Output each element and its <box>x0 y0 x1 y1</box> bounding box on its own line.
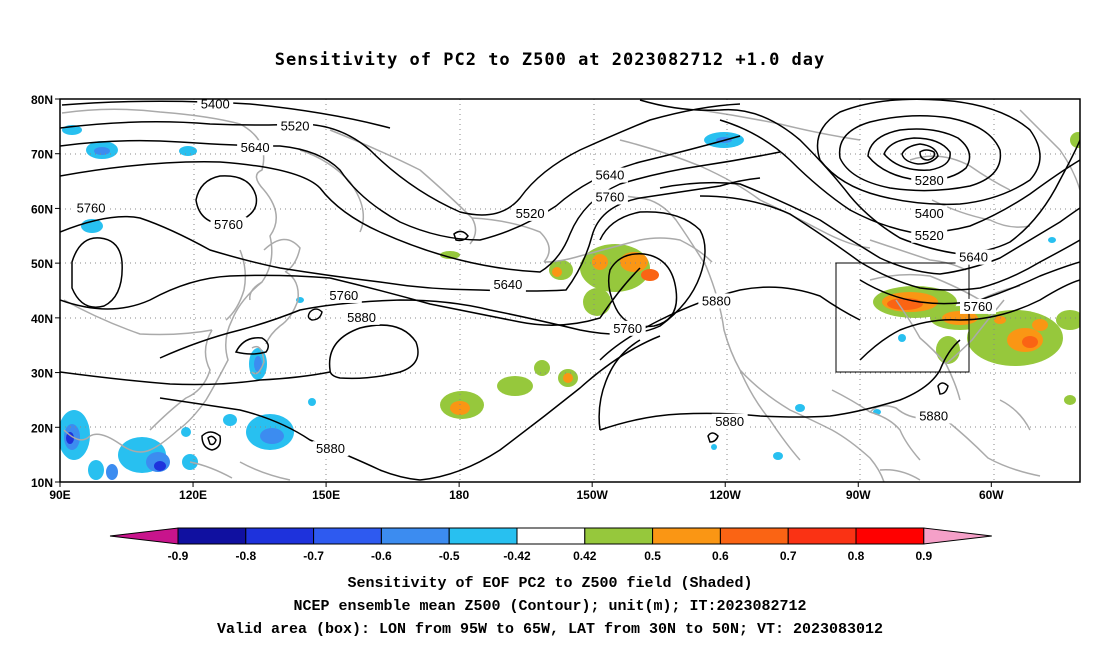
colorbar-label: -0.7 <box>303 549 324 563</box>
contour-label-bg <box>277 118 314 134</box>
contour-label-bg <box>237 140 274 156</box>
lat-tick-label: 50N <box>31 257 53 271</box>
contour-label-bg <box>911 173 948 189</box>
contour-label: 5880 <box>316 441 345 456</box>
colorbar-segment <box>177 527 247 545</box>
contour-label-bg <box>591 189 628 205</box>
caption-line-3: Valid area (box): LON from 95W to 65W, L… <box>216 621 884 638</box>
colorbar-segment <box>719 527 789 545</box>
contour-label-bg <box>210 216 247 232</box>
colorbar-segment <box>380 527 450 545</box>
lat-tick-label: 30N <box>31 367 53 381</box>
colorbar-segment <box>787 527 857 545</box>
graticule <box>60 99 1080 482</box>
contour-label: 5640 <box>241 140 270 155</box>
caption-line-2: NCEP ensemble mean Z500 (Contour); unit(… <box>293 598 807 615</box>
contour-label-bg <box>73 200 110 216</box>
latitude-labels: 80N 70N 60N 50N 40N 30N 20N 10N <box>31 93 60 490</box>
contour-label-bg <box>960 298 996 314</box>
lat-tick-label: 20N <box>31 421 53 435</box>
coastlines <box>61 108 1080 482</box>
contour-label-bg <box>489 277 526 293</box>
contour-label-bg <box>197 96 234 112</box>
contour-label-bg <box>698 293 735 309</box>
lon-tick-label: 180 <box>449 488 469 502</box>
plot-title: Sensitivity of PC2 to Z500 at 2023082712… <box>274 50 826 70</box>
lon-tick-label: 120E <box>179 488 207 502</box>
colorbar-segment <box>855 527 925 545</box>
colorbar-label: 0.8 <box>848 549 865 563</box>
colorbar-label: 0.6 <box>712 549 729 563</box>
contour-label-bg <box>609 320 646 336</box>
contour-label-bg <box>591 167 628 183</box>
colorbar-label: -0.6 <box>371 549 392 563</box>
colorbar-low-triangle <box>109 527 179 545</box>
contour-label: 5280 <box>915 173 944 188</box>
lon-tick-label: 90W <box>846 488 871 502</box>
contour-label-bg <box>312 441 349 457</box>
colorbar-label: -0.8 <box>235 549 256 563</box>
lat-tick-label: 60N <box>31 202 53 216</box>
lon-tick-label: 90E <box>49 488 70 502</box>
contour-label: 5520 <box>915 228 944 243</box>
colorbar-segment <box>652 527 721 545</box>
contour-labels: 5400 5520 5640 5520 5640 5760 5280 5400 5520 5640… <box>73 96 996 457</box>
map-frame <box>59 98 1081 483</box>
contour-label: 5400 <box>915 206 944 221</box>
sensitivity-shading <box>60 125 1080 480</box>
contour-label: 5880 <box>715 414 744 429</box>
contour-label: 5640 <box>595 168 624 183</box>
colorbar-label: -0.9 <box>168 549 189 563</box>
contour-label: 5760 <box>329 288 358 303</box>
colorbar-label: 0.7 <box>780 549 797 563</box>
contour-label-bg <box>512 205 549 221</box>
contour-label-bg <box>955 249 992 265</box>
contour-label: 5520 <box>281 118 310 133</box>
contour-label-bg <box>325 287 362 303</box>
contour-label: 5640 <box>959 250 988 265</box>
lat-tick-label: 40N <box>31 312 53 326</box>
colorbar-high-triangle <box>923 527 992 545</box>
valid-area-box <box>835 262 970 373</box>
contour-label: 5520 <box>516 206 545 221</box>
colorbar-segment <box>313 527 382 545</box>
lon-tick-label: 60W <box>979 488 1004 502</box>
contour-label-bg <box>343 309 380 325</box>
colorbar-label: 0.42 <box>573 549 597 563</box>
colorbar-label: 0.9 <box>915 549 932 563</box>
colorbar-segment <box>448 527 518 545</box>
colorbar: -0.9 -0.8 -0.7 -0.6 -0.5 -0.42 0.42 0.5 0.6 0.7 0.… <box>109 527 992 563</box>
contour-label: 5880 <box>347 310 376 325</box>
colorbar-segment <box>245 527 315 545</box>
colorbar-label: 0.5 <box>644 549 661 563</box>
contour-label: 5760 <box>613 321 642 336</box>
colorbar-label: -0.42 <box>503 549 531 563</box>
colorbar-label: -0.5 <box>439 549 460 563</box>
colorbar-segment <box>584 527 654 545</box>
contour-label-bg <box>915 408 952 424</box>
lon-tick-label: 150W <box>576 488 608 502</box>
lat-tick-label: 10N <box>31 476 53 490</box>
longitude-labels: 90E 120E 150E 180 150W 120W 90W 60W <box>49 482 1004 502</box>
contour-label-bg <box>711 413 748 429</box>
contour-label: 5880 <box>702 293 731 308</box>
colorbar-segment <box>516 527 586 545</box>
contour-label: 5400 <box>201 96 230 111</box>
contour-label: 5880 <box>919 408 948 423</box>
lat-tick-label: 70N <box>31 148 53 162</box>
contour-label: 5640 <box>493 277 522 292</box>
contour-label: 5760 <box>77 200 106 215</box>
contour-label: 5760 <box>964 299 993 314</box>
lat-tick-label: 80N <box>31 93 53 107</box>
contour-label-bg <box>911 205 948 221</box>
contour-label-bg <box>911 227 948 243</box>
contour-label: 5760 <box>214 217 243 232</box>
caption-line-1: Sensitivity of EOF PC2 to Z500 field (Sh… <box>347 575 753 592</box>
lon-tick-label: 150E <box>312 488 340 502</box>
lon-tick-label: 120W <box>710 488 742 502</box>
contour-label: 5760 <box>595 189 624 204</box>
